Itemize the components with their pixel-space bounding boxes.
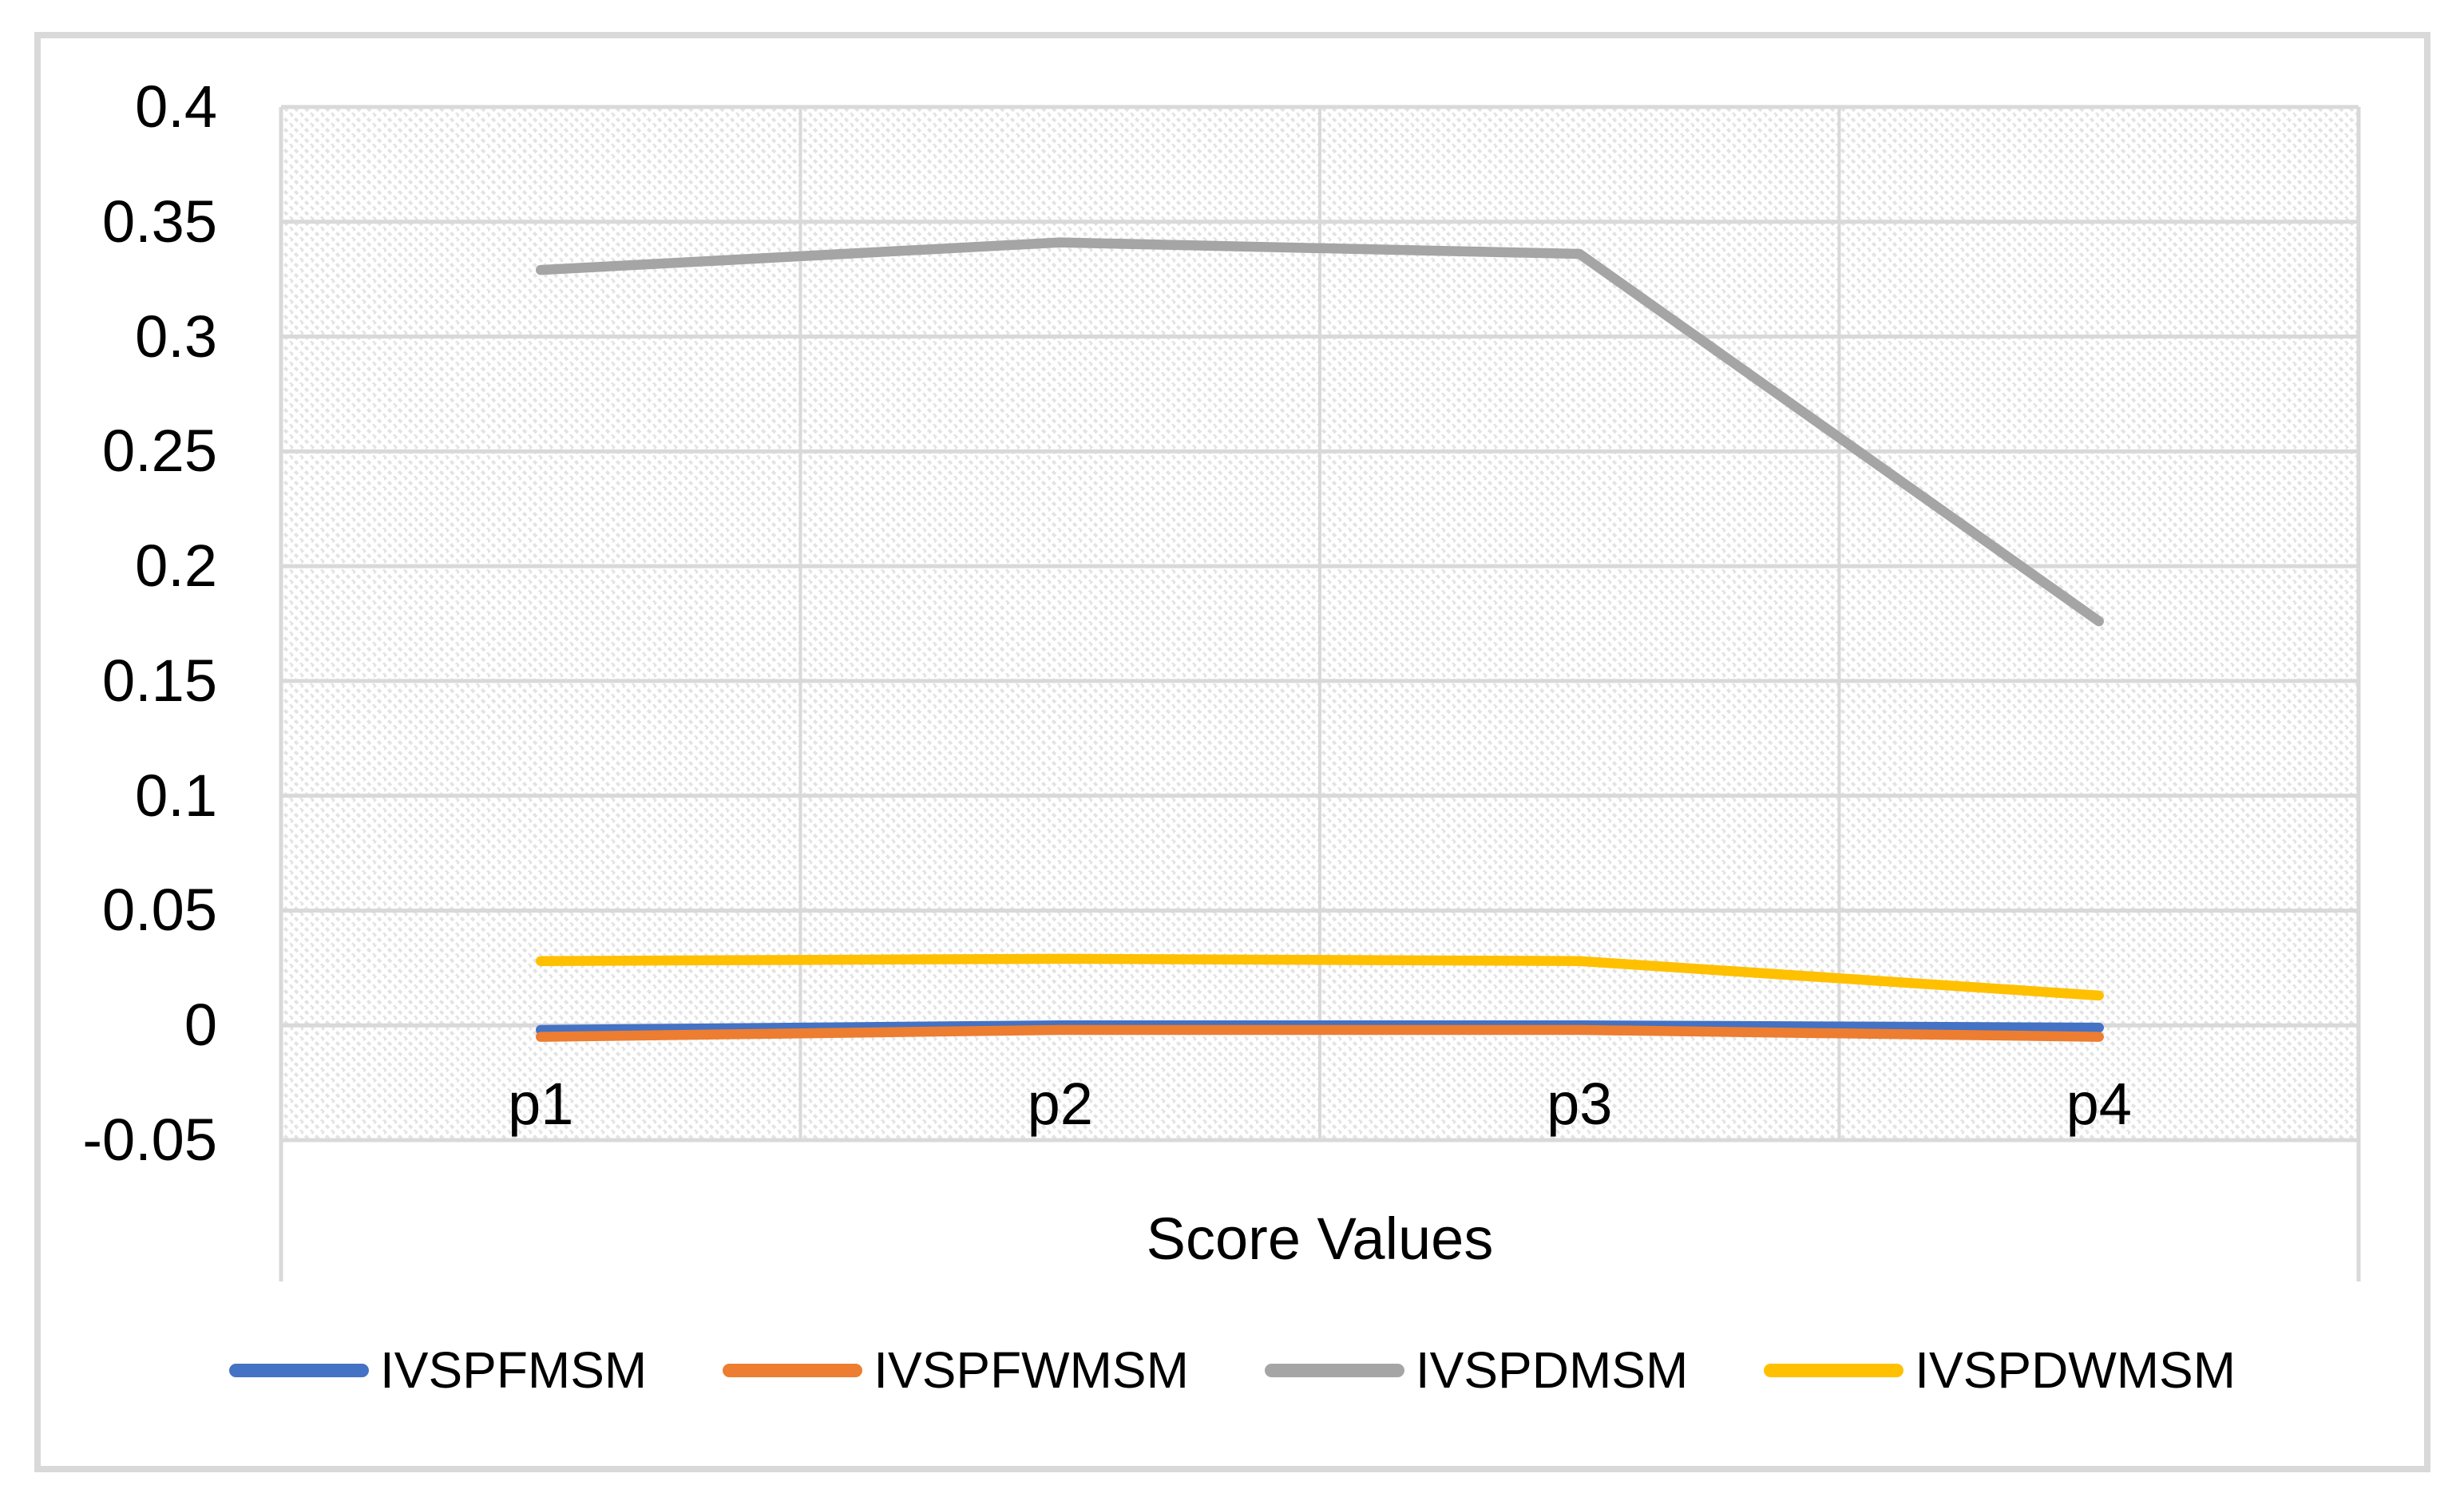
y-axis-tick-label: 0.4 [135, 73, 217, 140]
legend-swatch-IVSPDMSM [1264, 1363, 1404, 1377]
legend-item-label: IVSPFMSM [379, 1341, 648, 1399]
legend-item: IVSPFWMSM [723, 1341, 1189, 1400]
y-axis-tick-label: 0.2 [135, 533, 217, 600]
y-axis-tick-label: 0.1 [135, 762, 217, 829]
y-axis-tick-label: -0.05 [82, 1107, 217, 1173]
legend-swatch-IVSPDWMSM [1764, 1363, 1904, 1377]
legend-item: IVSPDMSM [1264, 1341, 1689, 1400]
y-axis-tick-label: 0.25 [101, 418, 217, 485]
gridlines [279, 105, 2361, 1281]
x-axis-category-label: p3 [1547, 1071, 1613, 1137]
series-lines [536, 237, 2104, 1042]
x-axis-category-label: p1 [508, 1071, 574, 1137]
y-axis-tick-label: 0.35 [101, 188, 217, 255]
legend: IVSPFMSM IVSPFWMSM IVSPDMSM IVSPDWMSM [34, 1329, 2430, 1412]
legend-item-label: IVSPFWMSM [873, 1341, 1189, 1399]
legend-item: IVSPFMSM [228, 1341, 648, 1400]
series-line-IVSPDMSM [536, 237, 2104, 627]
legend-item: IVSPDWMSM [1764, 1341, 2236, 1400]
legend-swatch-IVSPFWMSM [723, 1363, 863, 1377]
y-axis-tick-label: 0.15 [101, 647, 217, 714]
series-line-IVSPDWMSM [536, 953, 2104, 1001]
y-axis-tick-label: 0 [184, 992, 217, 1059]
legend-item-label: IVSPDMSM [1415, 1341, 1689, 1399]
x-axis-category-label: p2 [1027, 1071, 1093, 1137]
legend-item-label: IVSPDWMSM [1915, 1341, 2236, 1399]
x-axis-title: Score Values [1146, 1206, 1494, 1272]
y-axis-tick-label: 0.3 [135, 303, 217, 370]
y-axis-tick-label: 0.05 [101, 877, 217, 944]
legend-swatch-IVSPFMSM [228, 1363, 369, 1377]
x-axis-category-label: p4 [2066, 1071, 2132, 1137]
series-line-IVSPFWMSM [536, 1024, 2104, 1042]
